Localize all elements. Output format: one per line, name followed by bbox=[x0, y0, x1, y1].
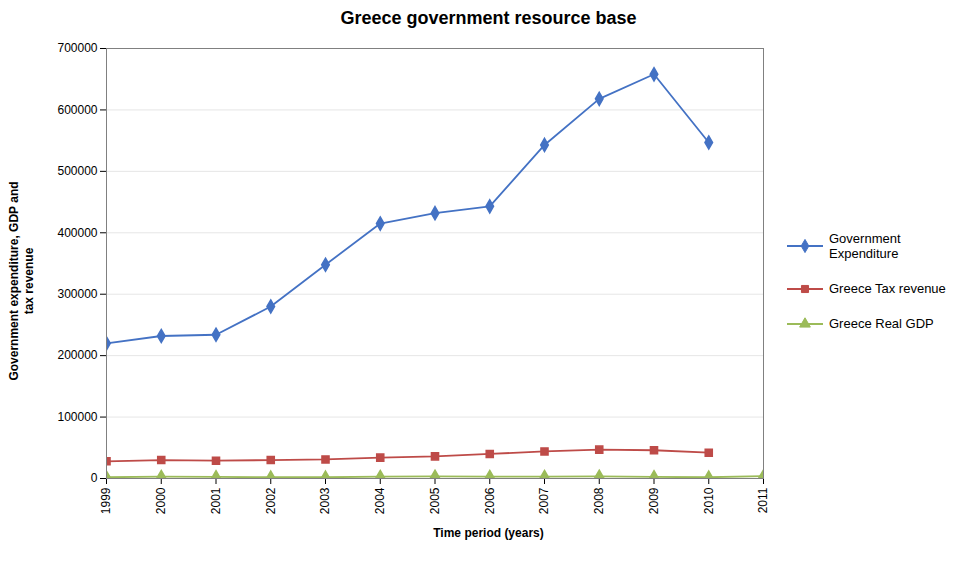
svg-text:300000: 300000 bbox=[57, 287, 97, 301]
svg-text:2001: 2001 bbox=[209, 487, 223, 514]
svg-text:2003: 2003 bbox=[318, 487, 332, 514]
svg-text:2005: 2005 bbox=[428, 487, 442, 514]
svg-text:500000: 500000 bbox=[57, 164, 97, 178]
html-text:Greece government resource bas: Greece government resource base bbox=[340, 8, 637, 28]
html-text:Government expenditure, GDP an: Government expenditure, GDP and tax reve… bbox=[7, 181, 36, 381]
html-text:Greece Real GDP: Greece Real GDP bbox=[829, 316, 934, 331]
svg-text:2010: 2010 bbox=[702, 487, 716, 514]
svg-text:2000: 2000 bbox=[154, 487, 168, 514]
svg-text:1999: 1999 bbox=[99, 487, 113, 514]
svg-text:2006: 2006 bbox=[483, 487, 497, 514]
svg-text:2008: 2008 bbox=[592, 487, 606, 514]
svg-text:400000: 400000 bbox=[57, 226, 97, 240]
svg-text:2004: 2004 bbox=[373, 487, 387, 514]
svg-text:2009: 2009 bbox=[647, 487, 661, 514]
svg-text:600000: 600000 bbox=[57, 103, 97, 117]
svg-text:100000: 100000 bbox=[57, 410, 97, 424]
svg-text:2007: 2007 bbox=[537, 487, 551, 514]
svg-text:200000: 200000 bbox=[57, 348, 97, 362]
svg-text:2011: 2011 bbox=[756, 487, 770, 513]
html-text:Greece Tax revenue: Greece Tax revenue bbox=[829, 281, 946, 296]
svg-text:2002: 2002 bbox=[264, 487, 278, 514]
html-text:Time period (years): Time period (years) bbox=[433, 526, 544, 540]
svg-text:0: 0 bbox=[91, 471, 98, 485]
html-text:Government Expenditure: Government Expenditure bbox=[829, 231, 901, 261]
svg-text:700000: 700000 bbox=[57, 41, 97, 55]
